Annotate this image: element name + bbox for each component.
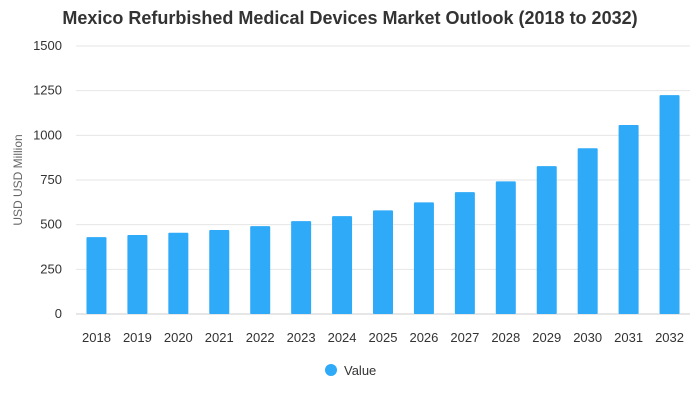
bar-2030[interactable] — [577, 148, 598, 314]
x-tick-label: 2031 — [614, 330, 643, 345]
y-tick-label: 1000 — [33, 127, 62, 142]
y-tick-label: 750 — [40, 172, 62, 187]
y-tick-label: 1250 — [33, 83, 62, 98]
x-tick-label: 2018 — [82, 330, 111, 345]
x-tick-label: 2020 — [164, 330, 193, 345]
bar-2023[interactable] — [291, 221, 312, 314]
x-tick-label: 2029 — [532, 330, 561, 345]
x-tick-label: 2019 — [123, 330, 152, 345]
bars — [86, 95, 680, 314]
x-tick-label: 2025 — [369, 330, 398, 345]
legend[interactable]: Value — [325, 363, 376, 378]
bar-2029[interactable] — [536, 166, 557, 314]
bar-2018[interactable] — [86, 237, 107, 314]
bar-2019[interactable] — [127, 235, 148, 314]
x-tick-label: 2022 — [246, 330, 275, 345]
legend-label-value: Value — [344, 363, 376, 378]
legend-swatch — [325, 364, 337, 376]
bar-2032[interactable] — [659, 95, 680, 314]
bar-2022[interactable] — [250, 226, 271, 314]
bar-2024[interactable] — [332, 216, 353, 314]
y-tick-label: 500 — [40, 217, 62, 232]
bar-2026[interactable] — [413, 202, 434, 314]
x-tick-label: 2032 — [655, 330, 684, 345]
x-tick-label: 2026 — [409, 330, 438, 345]
x-tick-label: 2021 — [205, 330, 234, 345]
y-tick-label: 0 — [55, 306, 62, 321]
y-axis-ticks: 0 250 500 750 1000 1250 1500 — [33, 38, 62, 321]
bar-2027[interactable] — [454, 192, 475, 314]
bar-2025[interactable] — [373, 210, 393, 314]
bar-2028[interactable] — [495, 181, 516, 314]
y-axis-title: USD USD Million — [11, 134, 25, 225]
x-tick-label: 2024 — [328, 330, 357, 345]
x-tick-label: 2030 — [573, 330, 602, 345]
bar-2021[interactable] — [209, 230, 230, 314]
y-tick-label: 250 — [40, 261, 62, 276]
x-axis-ticks: 2018 2019 2020 2021 2022 2023 2024 2025 2026 2027… — [82, 330, 684, 345]
chart-title: Mexico Refurbished Medical Devices Marke… — [62, 8, 638, 28]
bar-2031[interactable] — [618, 124, 639, 314]
x-tick-label: 2028 — [491, 330, 520, 345]
y-tick-label: 1500 — [33, 38, 62, 53]
x-tick-label: 2023 — [287, 330, 316, 345]
x-tick-label: 2027 — [450, 330, 479, 345]
bar-2020[interactable] — [168, 232, 189, 314]
